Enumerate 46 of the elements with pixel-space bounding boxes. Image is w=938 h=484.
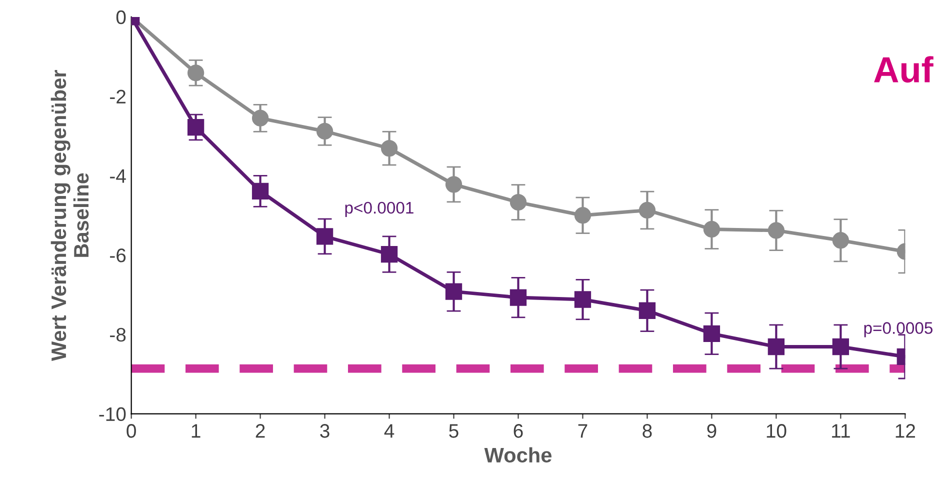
point <box>252 110 269 126</box>
point <box>187 64 204 82</box>
annotation: Auf <box>874 56 934 83</box>
x-tick-label: 3 <box>320 424 330 438</box>
x-tick-label: 7 <box>578 424 588 438</box>
y-tick-label: -6 <box>110 248 126 262</box>
point <box>187 118 204 136</box>
annotation: p<0.0001 <box>345 202 414 217</box>
x-tick-label: 2 <box>256 424 265 438</box>
point <box>574 291 592 308</box>
x-tick-label: 5 <box>449 424 458 438</box>
point <box>768 222 785 239</box>
x-tick-label: 4 <box>384 424 394 438</box>
point <box>510 289 527 306</box>
point <box>574 207 592 224</box>
y-tick-label: 0 <box>116 10 126 24</box>
point <box>445 283 462 300</box>
point <box>638 202 656 219</box>
point <box>703 220 720 238</box>
point <box>252 182 269 200</box>
y-tick-label: -10 <box>99 407 126 422</box>
point <box>703 325 720 342</box>
x-tick-label: 12 <box>896 424 916 438</box>
point <box>510 194 527 211</box>
point <box>316 228 334 245</box>
y-tick-label: -8 <box>110 328 126 342</box>
point <box>832 232 850 249</box>
point <box>832 338 850 356</box>
y-tick-label: -4 <box>110 169 126 183</box>
y-axis-title: Wert Veränderung gegenüber Baseline <box>50 70 89 362</box>
x-tick-label: 9 <box>707 424 716 438</box>
x-tick-label: 0 <box>126 424 136 438</box>
point <box>638 302 656 319</box>
x-tick-label: 10 <box>766 424 786 438</box>
x-tick-label: 11 <box>832 424 850 438</box>
x-axis-title: Woche <box>484 447 552 463</box>
y-tick-label: -2 <box>110 90 126 104</box>
point <box>768 338 785 356</box>
x-tick-label: 1 <box>192 424 200 438</box>
x-tick-label: 6 <box>514 424 523 438</box>
x-tick-label: 8 <box>642 424 652 438</box>
point <box>445 176 462 193</box>
annotation: p=0.0005 <box>864 322 933 338</box>
point <box>380 140 398 157</box>
point <box>380 246 398 263</box>
point <box>316 122 334 140</box>
